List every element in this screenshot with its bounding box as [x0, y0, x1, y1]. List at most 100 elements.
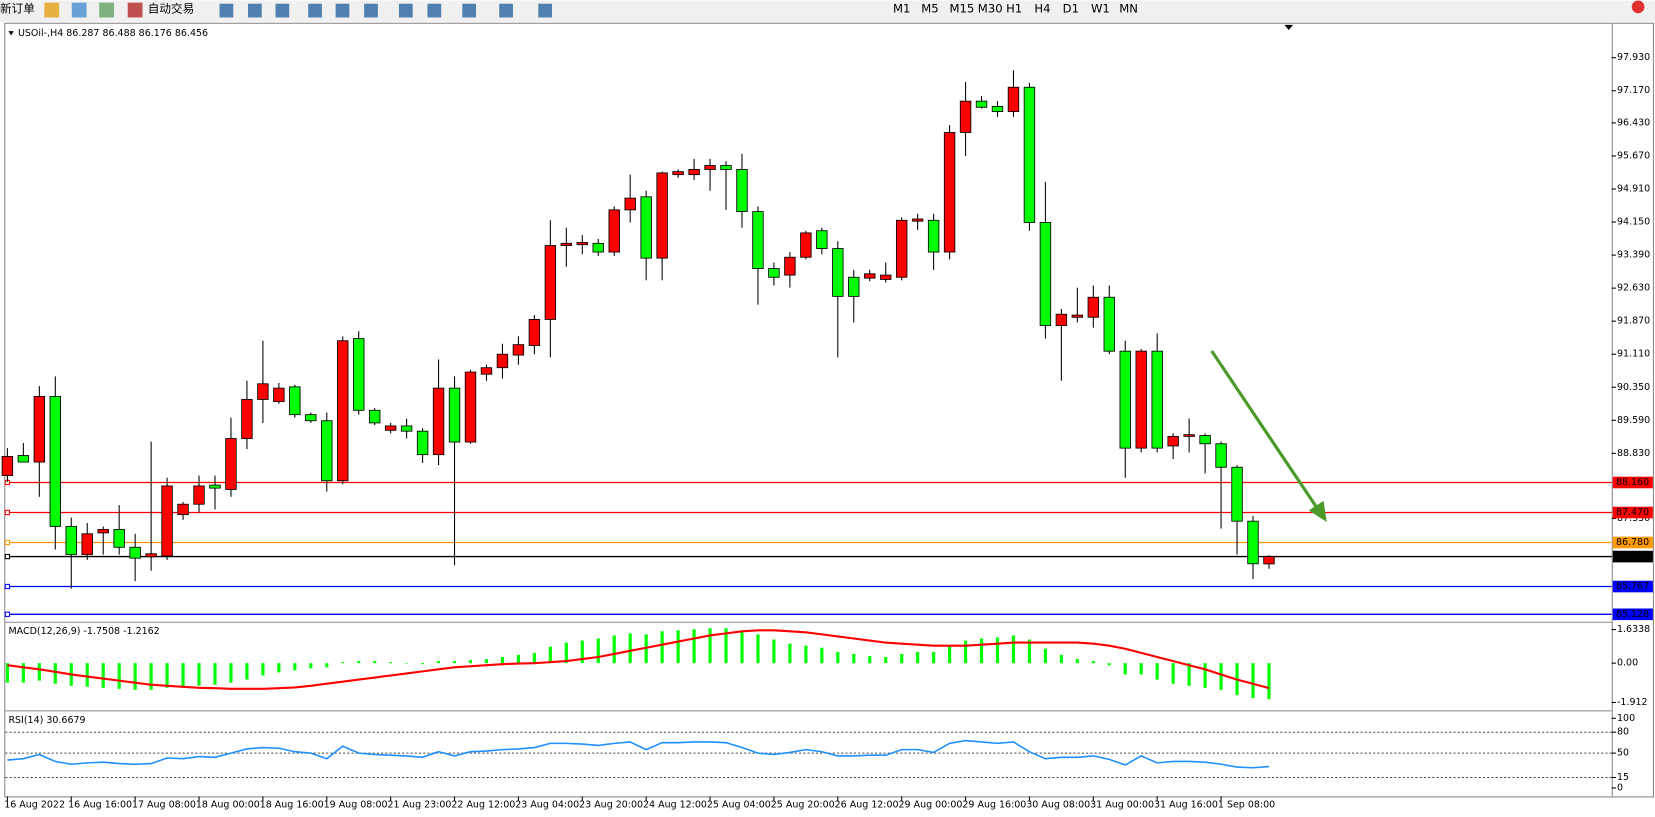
candle-body: [927, 219, 940, 253]
icon[interactable]: [71, 2, 87, 18]
new-order-button[interactable]: 新订单: [0, 1, 35, 15]
timeframe-button[interactable]: W1: [1091, 1, 1110, 15]
arrow-head: [1308, 500, 1327, 522]
price-line-anchor: [4, 583, 11, 590]
icon[interactable]: [127, 2, 143, 18]
macd-bar: [1011, 635, 1016, 664]
candle-body: [592, 242, 604, 253]
candle-body: [1039, 222, 1052, 326]
y-tick-label: 87.330: [1617, 513, 1650, 524]
icon[interactable]: [538, 3, 553, 18]
candle-body: [225, 438, 237, 490]
macd-bar: [421, 663, 425, 665]
menu-triangle[interactable]: [8, 31, 14, 36]
auto-trading-button[interactable]: 自动交易: [148, 1, 194, 15]
candle-body: [305, 414, 317, 422]
timeframe-button[interactable]: D1: [1063, 1, 1079, 15]
icon[interactable]: [462, 3, 477, 18]
macd-bar: [1139, 663, 1143, 675]
macd-bar: [532, 652, 536, 664]
alert-badge[interactable]: [1631, 0, 1645, 14]
candle-body: [49, 395, 61, 527]
macd-bar: [85, 663, 89, 687]
macd-bar: [1091, 661, 1095, 664]
timeframe-button[interactable]: M5: [921, 1, 938, 15]
y-tick-label: 91.870: [1617, 316, 1650, 327]
macd-bar: [405, 663, 409, 664]
macd-bar: [868, 655, 872, 664]
candle-body: [273, 387, 285, 403]
timeframe-button[interactable]: MN: [1119, 1, 1138, 15]
y-tick-label: -1.912: [1617, 697, 1648, 708]
timeframe-button[interactable]: M30: [978, 1, 1003, 15]
macd-bar: [820, 647, 824, 664]
macd-bar: [628, 633, 632, 664]
candle-body: [704, 165, 716, 170]
y-tick-label: 93.390: [1617, 250, 1650, 261]
candle-body: [576, 242, 588, 246]
macd-bar: [389, 662, 393, 664]
timeframe-button[interactable]: M15: [950, 1, 975, 15]
rsi-line: [7, 739, 1270, 769]
candle-body: [816, 230, 828, 249]
macd-bar: [564, 642, 568, 664]
x-tick-label: 21 Aug 23:00: [387, 799, 451, 810]
price-label-box: [1612, 506, 1653, 519]
candle-body: [1199, 435, 1211, 445]
candle-body: [1231, 466, 1243, 522]
candle-body: [337, 340, 349, 482]
macd-bar: [245, 663, 249, 680]
macd-bar: [676, 630, 680, 664]
macd-bar: [804, 645, 808, 664]
candle-body: [832, 248, 844, 297]
x-tick-label: 19 Aug 08:00: [324, 799, 388, 810]
candle-body: [895, 219, 908, 278]
candle-body: [33, 395, 46, 463]
candle-body: [400, 425, 413, 432]
price-label-box: [1612, 550, 1653, 563]
macd-bar: [37, 663, 41, 681]
timeframe-button[interactable]: H4: [1034, 1, 1050, 15]
price-label: 85.767: [1616, 581, 1649, 592]
macd-bar: [516, 654, 520, 664]
macd-bar: [1219, 663, 1223, 690]
y-tick-label: 100: [1617, 713, 1635, 724]
timeframe-button[interactable]: M1: [893, 1, 910, 15]
icon[interactable]: [275, 3, 290, 18]
candle-body: [97, 529, 109, 534]
icon[interactable]: [364, 3, 378, 18]
tool-icons: [219, 3, 553, 18]
icon[interactable]: [219, 3, 234, 18]
candle-body: [512, 344, 525, 356]
candle-body: [1167, 435, 1179, 447]
icon[interactable]: [427, 3, 442, 18]
y-tick-label: 97.170: [1617, 85, 1650, 96]
macd-bar: [660, 631, 664, 664]
y-tick-label: 50: [1617, 748, 1629, 759]
rsi-title: RSI(14) 30.6679: [8, 715, 85, 726]
x-tick-label: 29 Aug 16:00: [962, 799, 1026, 810]
timeframe-button[interactable]: H1: [1006, 1, 1022, 15]
icon[interactable]: [398, 3, 413, 18]
macd-bar: [1059, 654, 1063, 664]
icon[interactable]: [99, 2, 114, 18]
icon[interactable]: [308, 3, 322, 18]
price-label-box: [1612, 580, 1653, 593]
icon[interactable]: [248, 3, 262, 18]
icon[interactable]: [44, 2, 60, 18]
x-tick-label: 18 Aug 00:00: [196, 799, 260, 810]
icon[interactable]: [335, 3, 350, 18]
candle-body: [1007, 86, 1020, 113]
price-label-box: [1612, 536, 1653, 549]
x-tick-label: 18 Aug 16:00: [260, 799, 324, 810]
trend-arrow: [1210, 350, 1327, 522]
macd-bar: [548, 646, 552, 664]
candle-body: [81, 533, 93, 556]
price-label-box: [1612, 476, 1653, 489]
icon[interactable]: [499, 3, 513, 18]
candle-body: [1, 455, 14, 476]
candle-body: [975, 100, 988, 108]
candle-body: [608, 209, 620, 253]
macd-bar: [948, 645, 952, 664]
